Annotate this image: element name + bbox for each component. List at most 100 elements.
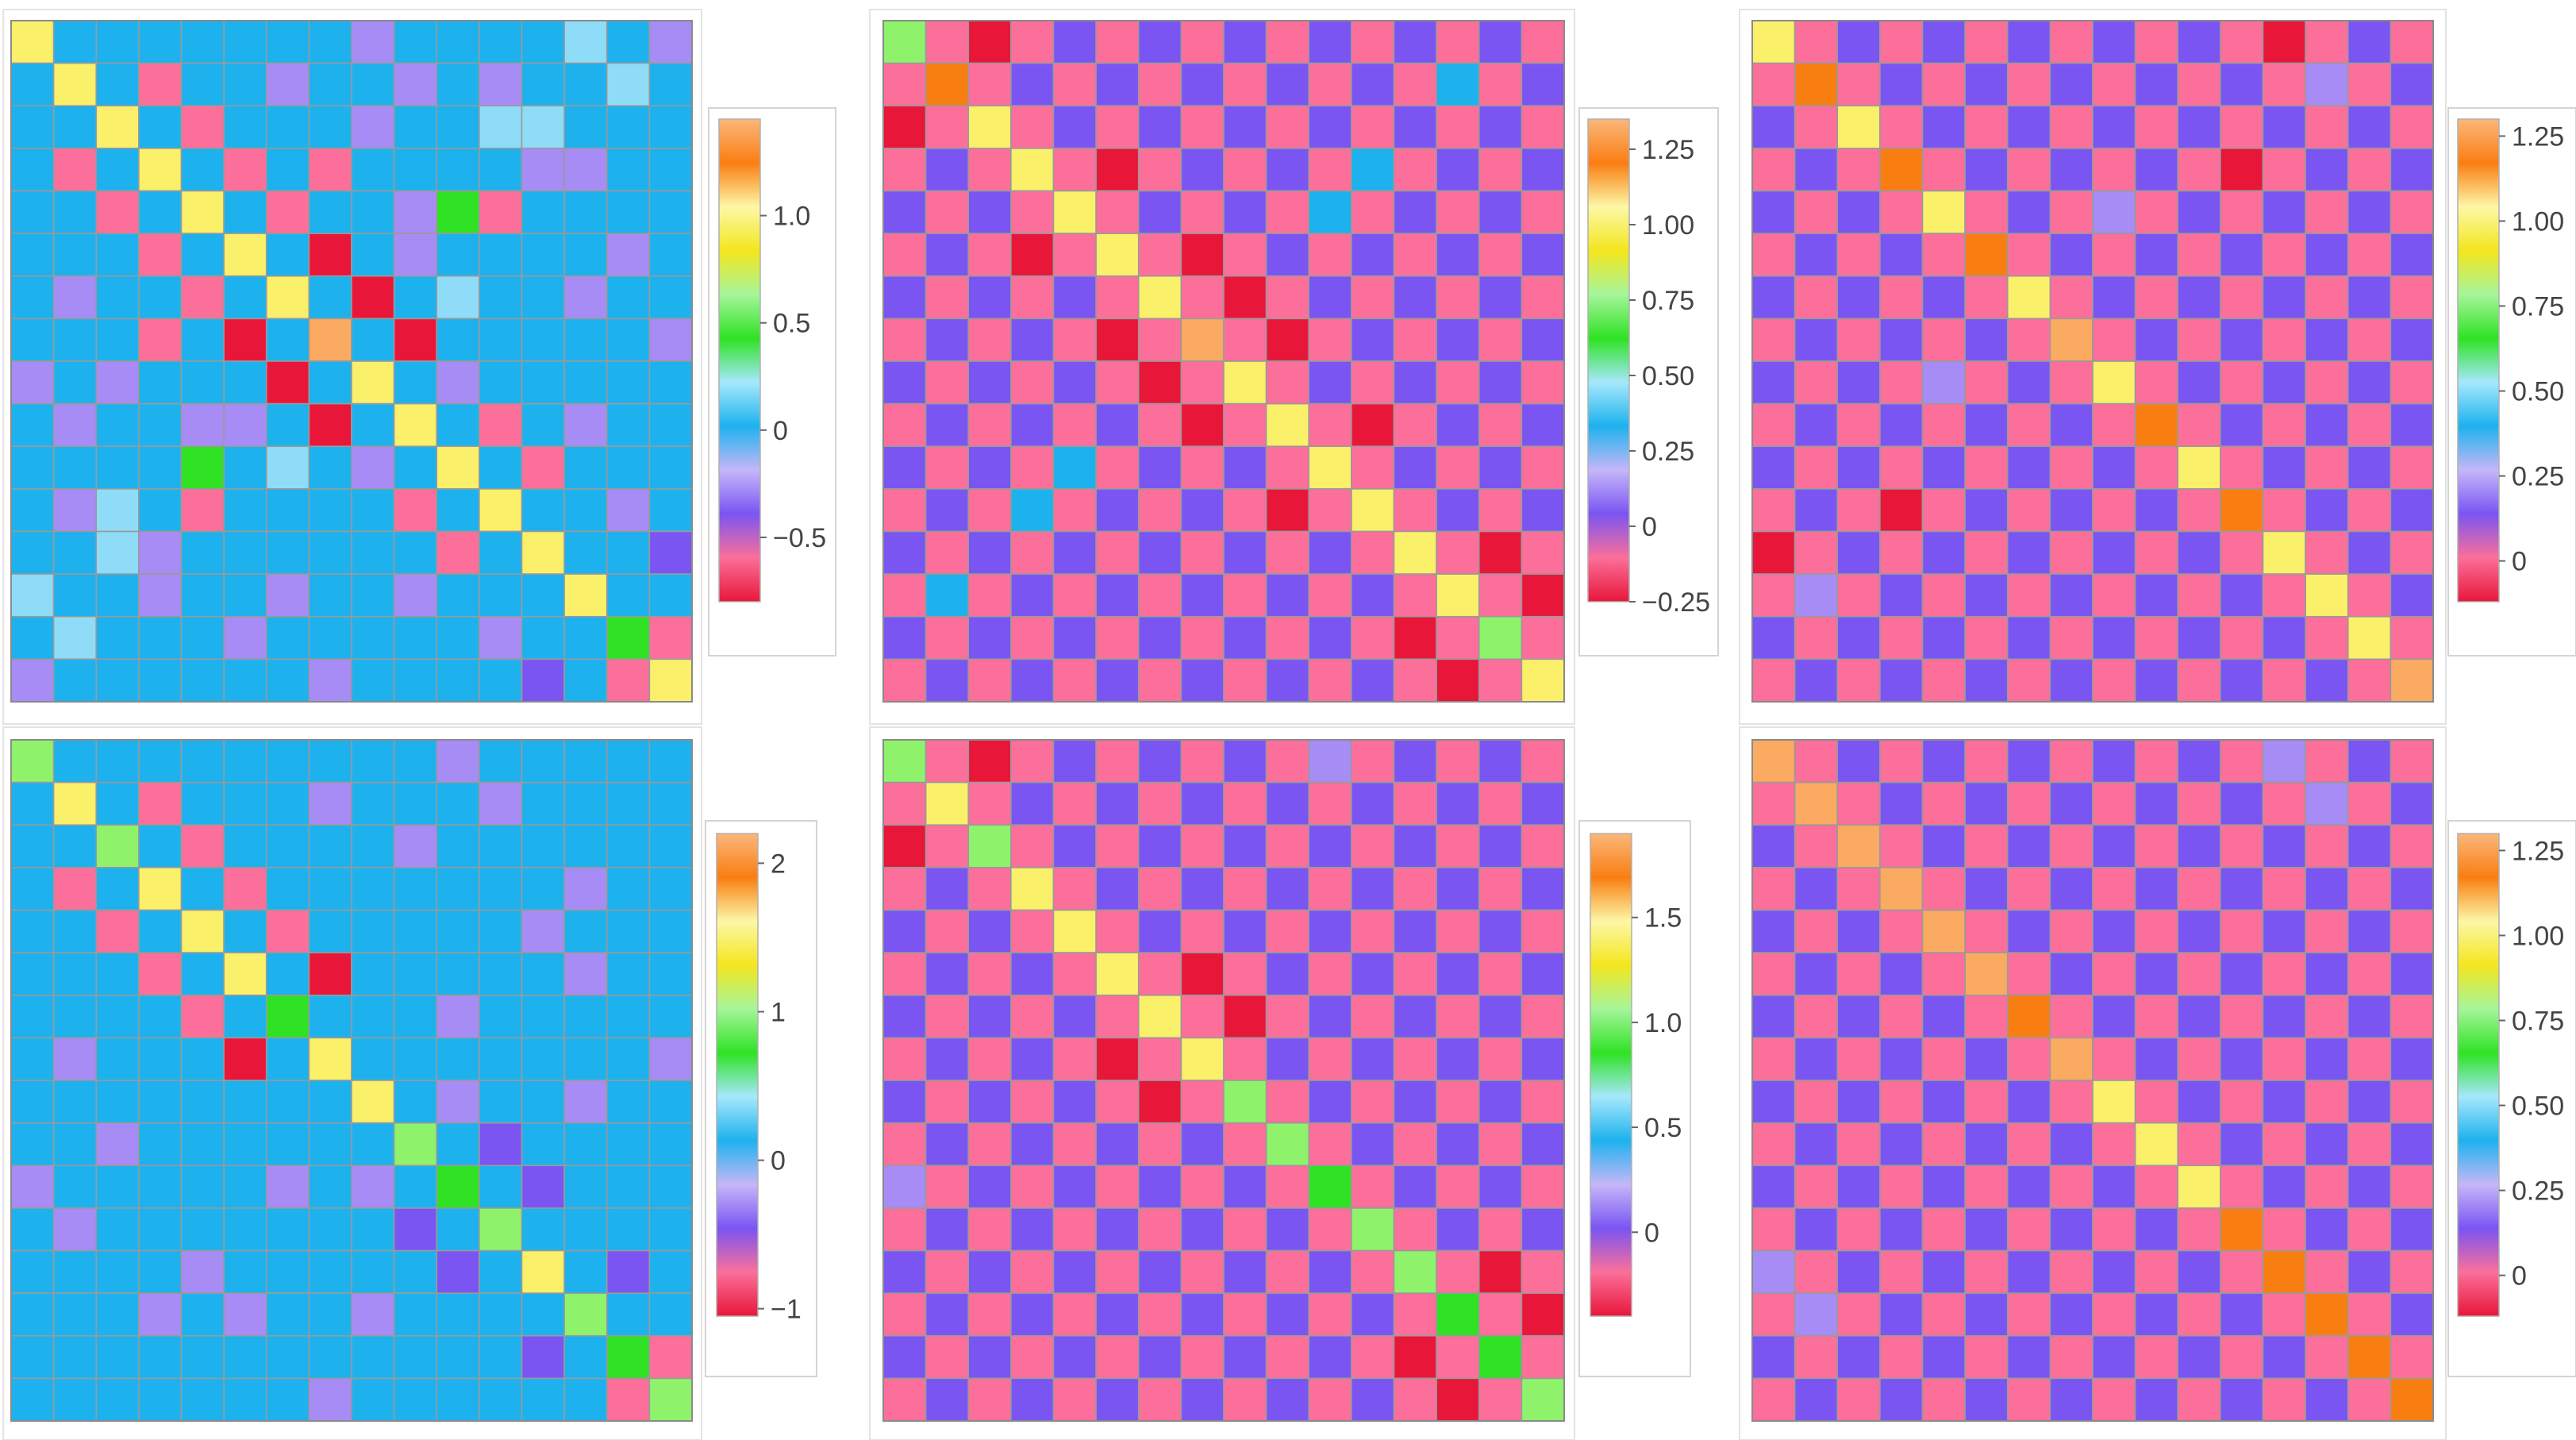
heatmap-cell [1478,360,1523,405]
heatmap-cell [1478,445,1523,490]
heatmap-cell [2262,530,2306,575]
heatmap-cell [925,148,970,192]
heatmap-cell [1052,275,1097,320]
heatmap-cell [2220,1122,2264,1167]
heatmap-cell [882,994,927,1039]
heatmap-panel-5 [869,726,1575,1440]
heatmap-cell [2390,233,2434,277]
heatmap-cell [95,573,140,618]
heatmap-cell [393,1249,438,1294]
heatmap-cell [2390,105,2434,149]
heatmap-cell [265,1377,310,1422]
heatmap-cell [967,530,1012,575]
heatmap-cell [52,1080,98,1124]
heatmap-cell [563,824,608,868]
heatmap-cell [1351,105,1395,149]
heatmap-cell [1180,233,1225,277]
heatmap-cell [1223,1165,1267,1209]
heatmap-cell [606,1249,651,1294]
heatmap-cell [1180,1249,1225,1294]
heatmap-cell [2305,1080,2349,1124]
heatmap-cell [1095,445,1140,490]
heatmap-cell [1137,62,1182,107]
heatmap-cell [1879,20,1924,64]
heatmap-cell [265,445,310,490]
heatmap-cell [1223,1207,1267,1252]
heatmap-cell [2305,530,2349,575]
heatmap-cell [1436,233,1480,277]
heatmap-cell [223,360,267,405]
heatmap-cell [2134,1165,2179,1209]
heatmap-cell [351,781,395,826]
heatmap-cell [2177,233,2221,277]
heatmap-cell [2092,994,2136,1039]
heatmap-cell [2092,781,2136,826]
heatmap-cell [180,20,225,64]
heatmap-cell [436,105,480,149]
heatmap-cell [1308,318,1352,362]
heatmap-cell [95,994,140,1039]
heatmap-cell [1521,148,1565,192]
heatmap-cell [1223,62,1267,107]
heatmap-cell [1478,105,1523,149]
heatmap-cell [1751,488,1796,533]
heatmap-cell [265,530,310,575]
heatmap-cell [521,1080,565,1124]
heatmap-cell [52,190,98,234]
heatmap-cell [1836,402,1881,448]
heatmap-cell [2390,739,2434,784]
heatmap-cell [479,190,523,234]
heatmap-cell [1308,573,1352,618]
heatmap-cell [1794,1080,1839,1124]
heatmap-cell [1265,148,1310,192]
heatmap-cell [1223,530,1267,575]
heatmap-cell [2092,1165,2136,1209]
heatmap-cell [925,1122,970,1167]
heatmap-cell [1223,233,1267,277]
heatmap-cell [1308,824,1352,868]
heatmap-cell [2390,824,2434,868]
heatmap-cell [1921,1377,1966,1422]
heatmap-cell [882,824,927,868]
heatmap-cell [648,105,693,149]
heatmap-cell [2305,994,2349,1039]
heatmap-cell [2006,824,2051,868]
heatmap-cell [479,105,523,149]
colorbar-legend-2: 1.251.000.750.500.250−0.25 [1578,107,1719,656]
heatmap-cell [606,402,651,448]
heatmap-cell [2390,275,2434,320]
heatmap-cell [1478,615,1523,660]
heatmap-cell [2347,62,2392,107]
heatmap-cell [1393,739,1437,784]
heatmap-cell [1137,402,1182,448]
heatmap-cell [138,360,183,405]
heatmap-cell [180,1122,225,1167]
heatmap-cell [1521,190,1565,234]
heatmap-cell [1095,275,1140,320]
heatmap-panel-1 [2,9,702,725]
heatmap-cell [10,445,55,490]
heatmap-cell [1964,275,2009,320]
heatmap-cell [1921,1037,1966,1081]
heatmap-cell [2092,530,2136,575]
heatmap-cell [1521,615,1565,660]
heatmap-cell [2262,909,2306,953]
heatmap-cell [1964,233,2009,277]
heatmap-cell [2006,148,2051,192]
heatmap-cell [1393,615,1437,660]
heatmap-cell [223,867,267,911]
heatmap-cell [138,615,183,660]
heatmap-cell [1265,1334,1310,1380]
heatmap-cell [1436,445,1480,490]
heatmap-cell [606,739,651,784]
heatmap-cell [2347,1080,2392,1124]
heatmap-cell [1879,318,1924,362]
heatmap-cell [521,1122,565,1167]
heatmap-cell [2177,445,2221,490]
heatmap-cell [2049,530,2093,575]
heatmap-cell [606,1122,651,1167]
heatmap-cell [925,1334,970,1380]
heatmap-cell [1836,1249,1881,1294]
heatmap-cell [180,1037,225,1081]
heatmap-cell [351,952,395,996]
